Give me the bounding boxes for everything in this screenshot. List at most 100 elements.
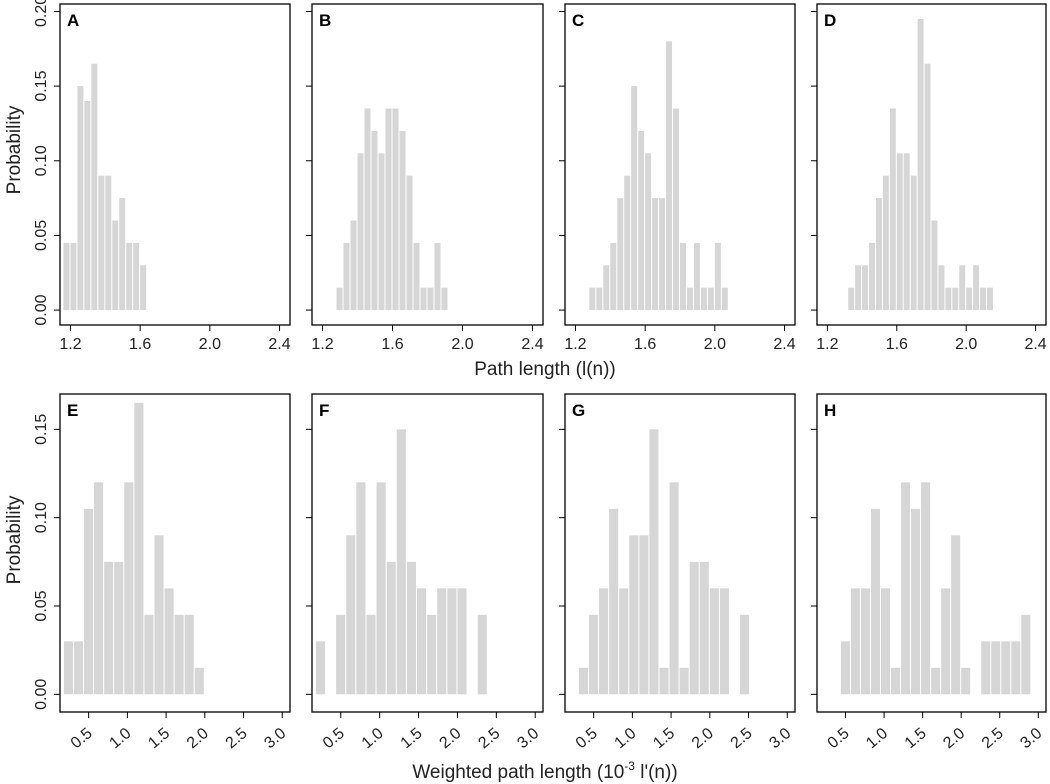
x-tick-label: 1.0 [863, 725, 891, 752]
x-tick-label: 3.0 [766, 725, 794, 752]
panel-label: E [67, 401, 78, 420]
bar-c-9 [652, 198, 659, 311]
panel-b: B 1.2 1.6 2.0 2.4 [306, 3, 544, 353]
bar-c-2 [603, 265, 610, 311]
bar-e-2 [84, 508, 94, 695]
bar-b-15 [441, 287, 448, 311]
x-tick-label: 3.0 [514, 725, 542, 752]
bar-b-6 [378, 153, 385, 311]
y-tick-label: 0.10 [33, 502, 50, 533]
x-tick-label: 0.5 [825, 725, 853, 752]
x-tick-label: 0.5 [68, 725, 96, 752]
x-tick-label: 2.0 [199, 336, 221, 353]
x-tick-label: 1.5 [398, 725, 426, 752]
x-axis-label-bottom: Weighted path length (10-3 l'(n)) [412, 759, 677, 783]
panel-label: B [319, 11, 331, 30]
bar-d-20 [987, 287, 993, 311]
bar-f-14 [477, 614, 487, 695]
bar-g-10 [679, 667, 689, 695]
bar-g-14 [719, 588, 729, 695]
bar-f-10 [427, 614, 437, 695]
bar-h-11 [951, 535, 961, 695]
bar-f-11 [437, 588, 447, 695]
bar-g-6 [639, 535, 649, 695]
bar-g-8 [659, 667, 669, 695]
panel-frame [564, 3, 796, 326]
bar-a-11 [140, 265, 147, 311]
y-axis-label-top: Probability [4, 105, 25, 194]
bar-b-10 [406, 175, 413, 311]
bar-g-9 [669, 482, 679, 695]
bar-e-6 [124, 482, 134, 695]
bar-h-10 [941, 588, 951, 695]
bar-d-15 [952, 287, 959, 311]
x-tick-label: 1.0 [359, 725, 387, 752]
x-axis-label-bottom-tail: l'(n)) [635, 762, 678, 783]
y-tick-label: 0.10 [33, 145, 50, 176]
x-tick-label: 2.5 [223, 725, 251, 752]
y-tick-label: 0.05 [33, 220, 50, 251]
bar-c-8 [645, 153, 652, 311]
y-tick-label: 0.20 [33, 0, 50, 27]
bar-g-11 [689, 561, 699, 695]
bar-c-4 [617, 198, 624, 311]
bar-h-8 [921, 482, 931, 695]
panel-f: F 0.5 1.0 1.5 2.0 2.5 3.0 [306, 393, 544, 752]
bar-g-4 [619, 588, 629, 695]
bar-d-10 [917, 18, 924, 311]
panel-label: G [572, 401, 585, 420]
bar-f-3 [356, 482, 366, 695]
bar-b-2 [350, 220, 357, 311]
bar-b-13 [427, 287, 434, 311]
panel-frame [311, 393, 544, 713]
bar-g-13 [709, 588, 719, 695]
x-tick-label: 1.2 [816, 336, 838, 353]
x-tick-label: 1.2 [59, 336, 81, 353]
bar-h-16 [1011, 641, 1021, 695]
bar-d-19 [980, 287, 987, 311]
bar-a-7 [112, 220, 119, 311]
bar-c-11 [666, 41, 673, 311]
x-tick-label: 1.6 [634, 336, 656, 353]
bar-b-1 [343, 242, 350, 311]
panel-label: A [67, 11, 79, 30]
x-axis-label-bottom-main: Weighted path length (10 [412, 762, 624, 783]
bar-f-2 [346, 535, 356, 695]
bar-d-12 [931, 220, 938, 311]
x-tick-label: 1.6 [886, 336, 908, 353]
bar-c-3 [610, 242, 617, 311]
x-tick-label: 1.0 [106, 725, 134, 752]
bar-b-9 [399, 130, 406, 311]
panel-frame [816, 3, 1047, 326]
bar-c-14 [686, 287, 693, 311]
x-tick-label: 2.4 [268, 336, 290, 353]
bar-f-6 [386, 561, 396, 695]
x-axis-label-bottom-sup: -3 [624, 759, 635, 773]
y-tick-label: 0.05 [33, 590, 50, 621]
panel-a: A 0.00 0.05 0.10 0.15 0.20 1.2 1.6 2.0 2.4 [33, 0, 291, 353]
x-tick-label: 1.2 [311, 336, 333, 353]
x-axis-label-top: Path length (l(n)) [474, 359, 616, 380]
x-tick-label: 2.5 [979, 725, 1007, 752]
bar-b-7 [385, 108, 392, 311]
bar-c-5 [624, 175, 631, 311]
x-tick-label: 2.4 [521, 336, 543, 353]
bar-f-9 [417, 588, 427, 695]
x-tick-label: 2.0 [704, 336, 726, 353]
y-tick-label: 0.15 [33, 414, 50, 445]
bar-e-11 [174, 614, 184, 695]
bar-c-12 [673, 108, 679, 311]
bar-b-12 [420, 287, 427, 311]
bar-c-16 [700, 287, 707, 311]
bar-a-2 [77, 86, 84, 311]
x-tick-label: 2.5 [475, 725, 503, 752]
bar-g-0 [578, 667, 589, 695]
bar-d-17 [966, 287, 973, 311]
bar-b-3 [357, 153, 364, 311]
bar-e-0 [63, 641, 73, 695]
x-tick-label: 1.0 [611, 725, 639, 752]
bar-d-13 [938, 265, 945, 311]
bar-h-4 [881, 588, 891, 695]
bar-c-15 [693, 242, 700, 311]
